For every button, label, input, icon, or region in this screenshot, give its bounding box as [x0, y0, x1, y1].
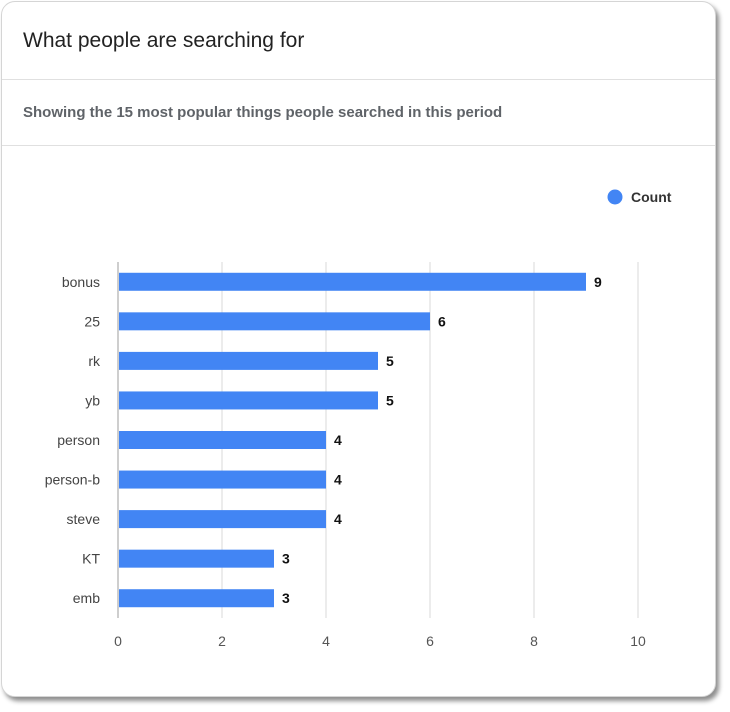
value-label: 4 — [334, 511, 342, 527]
value-label: 6 — [438, 313, 446, 329]
bar[interactable] — [119, 431, 326, 449]
bar[interactable] — [119, 312, 430, 331]
category-label: rk — [88, 353, 101, 369]
value-label: 3 — [282, 551, 290, 567]
card-header: What people are searching for — [2, 2, 715, 80]
x-tick-label: 6 — [426, 633, 434, 649]
legend-label: Count — [631, 189, 672, 205]
bar[interactable] — [119, 549, 274, 568]
x-tick-label: 0 — [114, 633, 122, 649]
x-tick-label: 10 — [630, 633, 646, 649]
category-label: emb — [73, 590, 100, 606]
value-labels: 9 6 5 5 4 4 4 3 3 — [282, 274, 602, 606]
x-tick-label: 4 — [322, 633, 330, 649]
bar[interactable] — [119, 589, 274, 608]
chart-area: bonus 25 rk yb person person-b steve KT emb 9 6 5 5… — [2, 148, 715, 696]
category-label: steve — [67, 511, 101, 527]
category-label: person — [57, 432, 100, 448]
value-label: 4 — [334, 472, 342, 488]
card-subheader: Showing the 15 most popular things peopl… — [2, 80, 715, 146]
card-subtitle: Showing the 15 most popular things peopl… — [23, 104, 503, 121]
x-tick-label: 2 — [218, 633, 226, 649]
category-label: person-b — [45, 472, 100, 488]
category-labels: bonus 25 rk yb person person-b steve KT emb — [45, 274, 101, 606]
bar[interactable] — [119, 470, 326, 489]
bar-chart: bonus 25 rk yb person person-b steve KT emb 9 6 5 5… — [45, 189, 672, 649]
category-label: 25 — [84, 313, 100, 329]
value-label: 5 — [386, 392, 394, 408]
legend-swatch — [607, 189, 623, 205]
legend[interactable]: Count — [607, 189, 672, 205]
bar[interactable] — [119, 391, 378, 410]
category-label: yb — [85, 392, 100, 408]
search-terms-card: What people are searching for Showing th… — [1, 1, 716, 697]
card-title: What people are searching for — [23, 29, 305, 52]
x-axis-ticks: 0 2 4 6 8 10 — [114, 633, 646, 649]
category-label: bonus — [62, 274, 100, 290]
value-label: 5 — [386, 353, 394, 369]
bar[interactable] — [119, 272, 586, 291]
bars — [119, 272, 586, 608]
category-label: KT — [82, 551, 100, 567]
value-label: 3 — [282, 590, 290, 606]
bar[interactable] — [119, 510, 326, 529]
x-tick-label: 8 — [530, 633, 538, 649]
bar[interactable] — [119, 351, 378, 370]
value-label: 9 — [594, 274, 602, 290]
value-label: 4 — [334, 432, 342, 448]
